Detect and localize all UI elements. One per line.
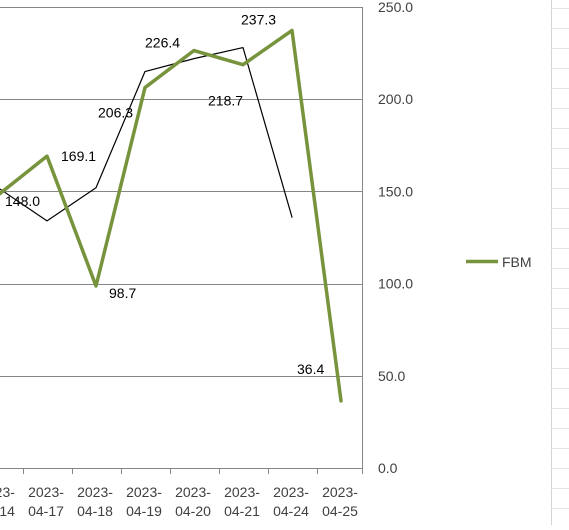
x-tick-label: 04-19 [126, 503, 162, 519]
data-label: 237.3 [241, 11, 276, 27]
data-label: 148.0 [5, 193, 40, 209]
series-lines [0, 28, 343, 403]
x-tick-label: 2023- [126, 484, 162, 500]
x-tick-label: 04-25 [322, 503, 358, 519]
x-tick-label: 2023- [224, 484, 260, 500]
data-label: 98.7 [109, 285, 136, 301]
y-axis-ticks: 0.0 50.0 100.0 150.0 200.0 250.0 [378, 0, 413, 476]
x-tick-label: 2023- [322, 484, 358, 500]
data-label: 36.4 [297, 361, 324, 377]
y-tick-label: 200.0 [378, 91, 413, 107]
legend-label: FBM [502, 254, 532, 270]
x-tick-label: 2023- [0, 484, 15, 500]
series-line-fbm [0, 28, 343, 403]
data-label: 218.7 [208, 93, 243, 109]
data-labels: 148.0 169.1 98.7 206.3 226.4 218.7 237.3 36.4 [5, 11, 324, 376]
x-tick-label: 2023- [28, 484, 64, 500]
legend: FBM [466, 254, 532, 270]
data-label: 226.4 [145, 35, 180, 51]
x-tick-label: 04-21 [224, 503, 260, 519]
x-tick-label: 04-17 [28, 503, 64, 519]
data-label: 169.1 [61, 148, 96, 164]
y-tick-label: 250.0 [378, 0, 413, 15]
x-tick-label: 2023- [77, 484, 113, 500]
x-tick-label: 04-24 [273, 503, 309, 519]
gridlines [0, 7, 362, 469]
y-tick-label: 50.0 [378, 368, 405, 384]
x-tick-label: 04-20 [175, 503, 211, 519]
x-tick-label: 04-18 [77, 503, 113, 519]
data-label: 206.3 [98, 105, 133, 121]
x-tick-label: 2023- [175, 484, 211, 500]
series-line-secondary [0, 46, 293, 222]
x-tick-label: 04-14 [0, 503, 15, 519]
y-tick-label: 100.0 [378, 276, 413, 292]
y-tick-label: 0.0 [378, 460, 398, 476]
y-tick-label: 150.0 [378, 183, 413, 199]
x-axis-ticks: 2023- 04-14 2023- 04-17 2023- 04-18 2023- 04-19… [0, 468, 358, 519]
x-tick-label: 2023- [273, 484, 309, 500]
